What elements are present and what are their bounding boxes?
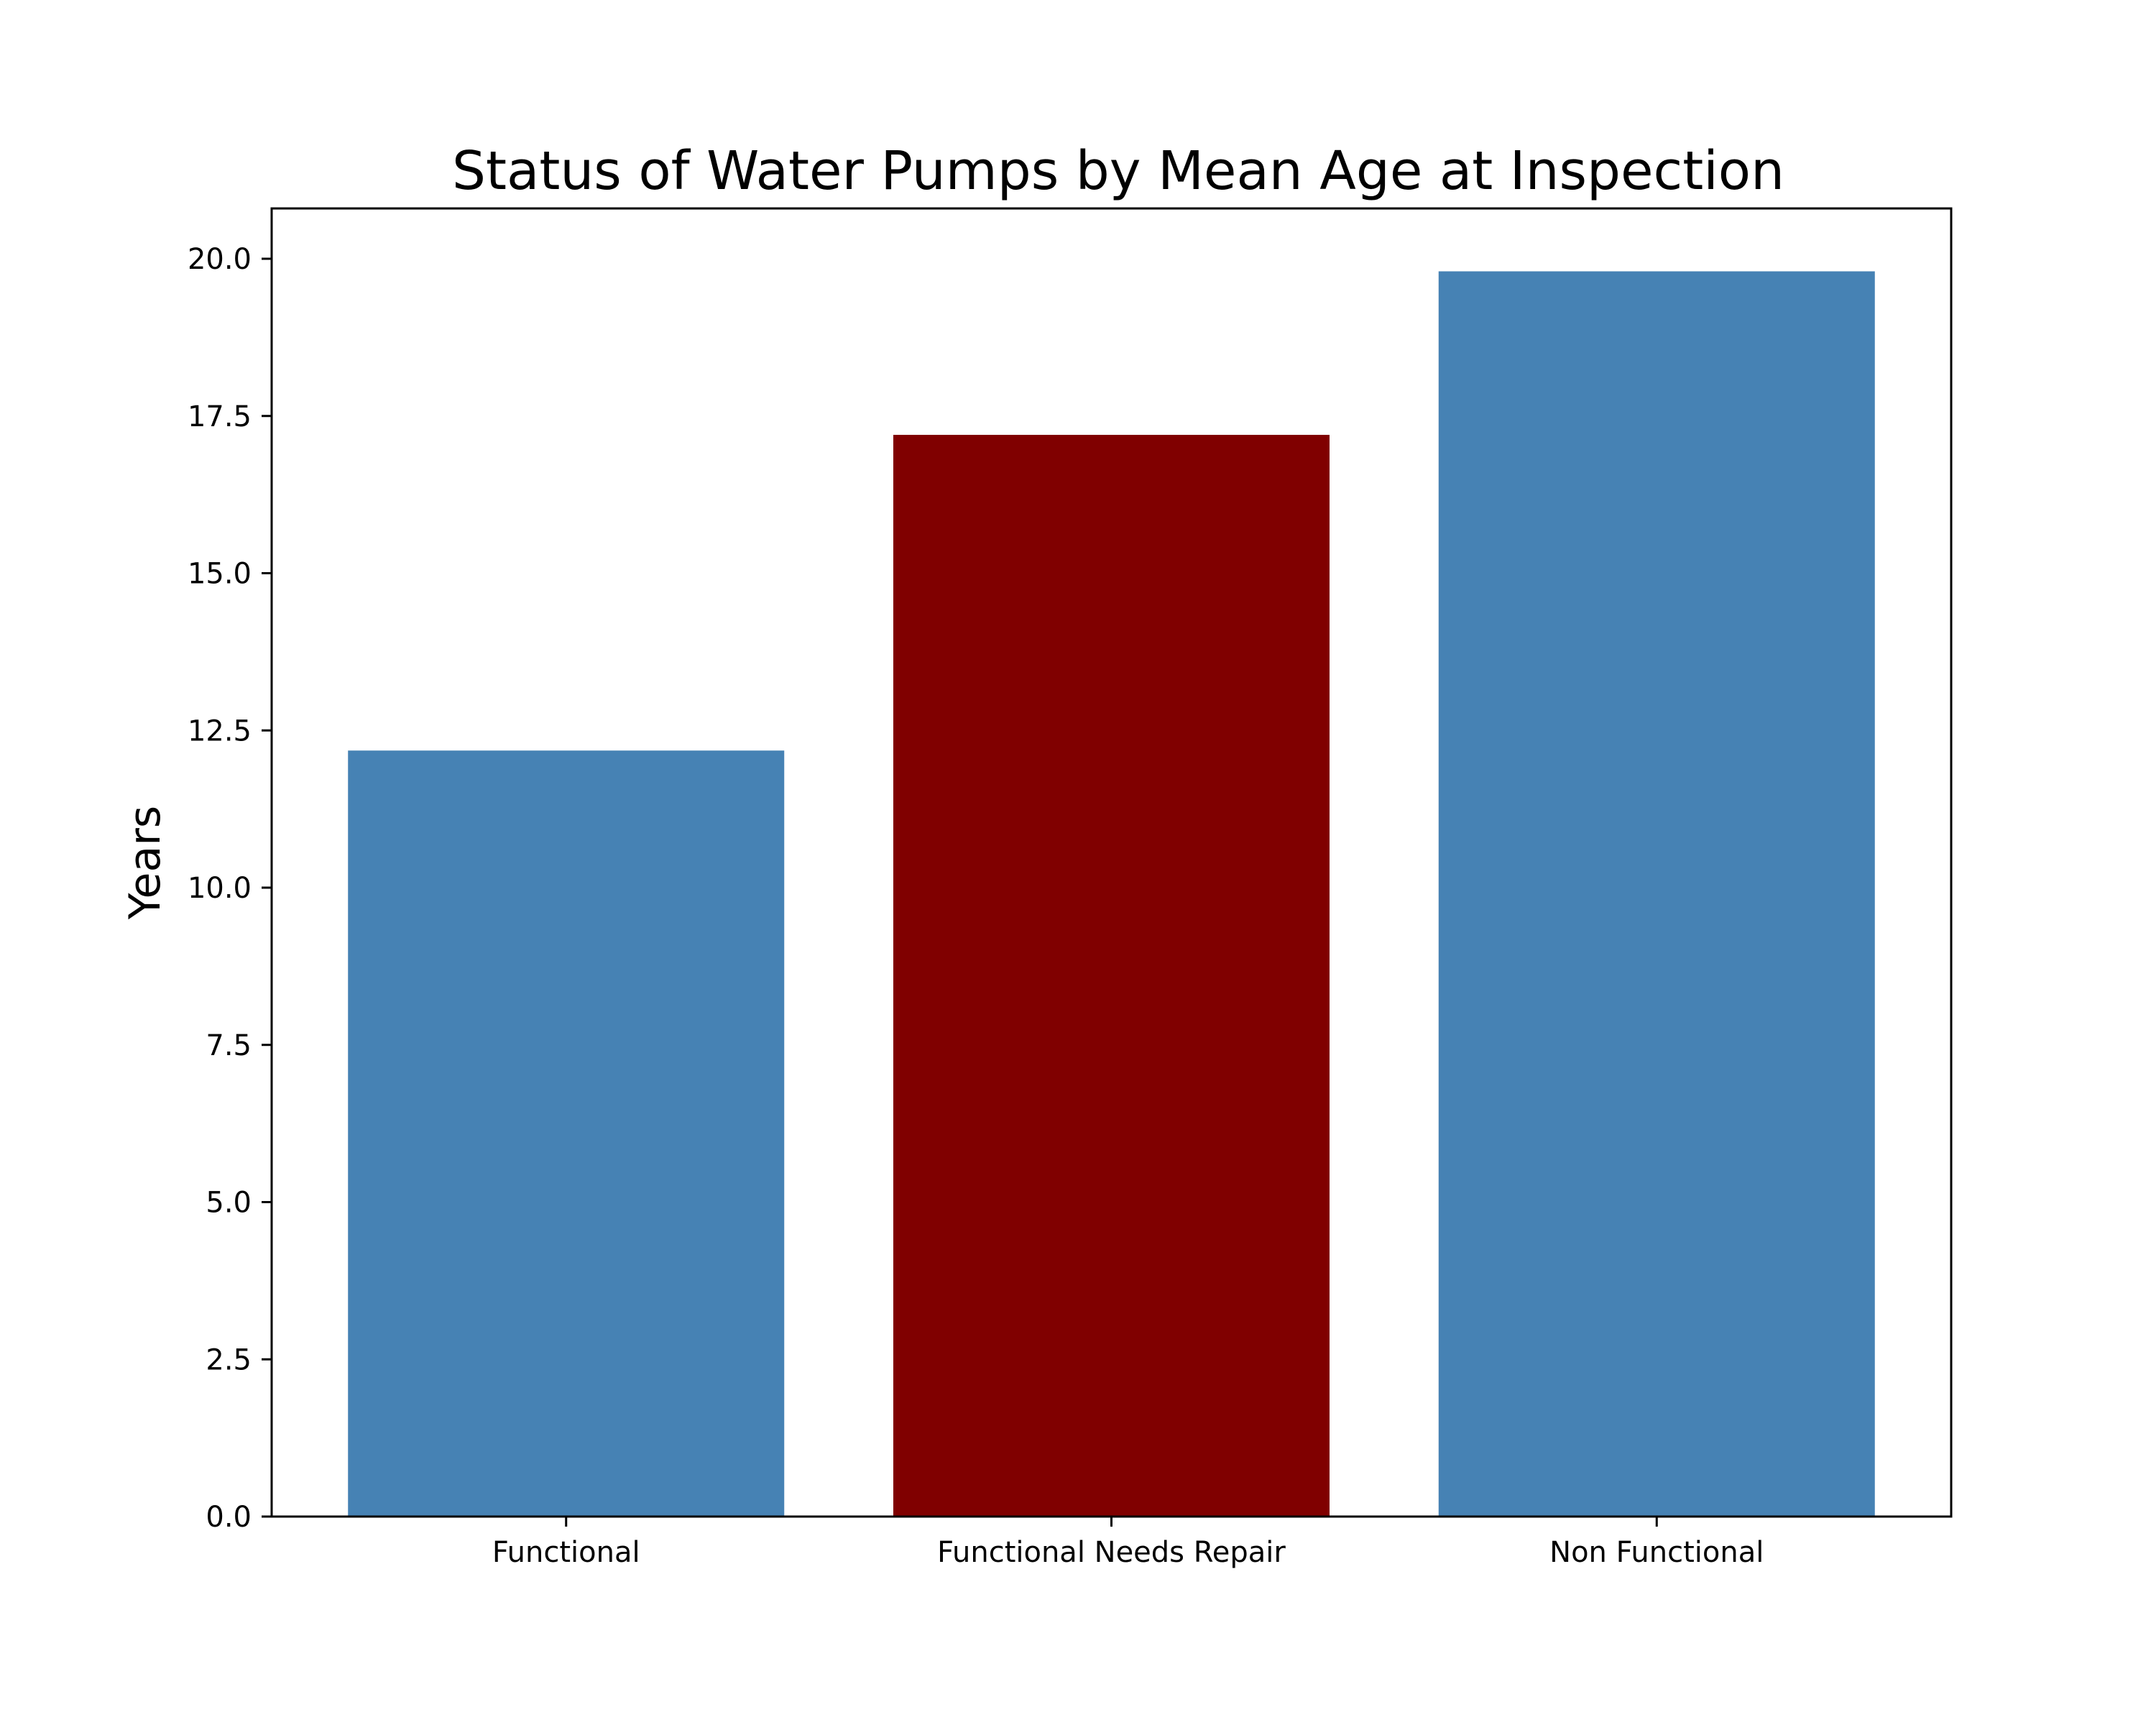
bars-group: [348, 271, 1875, 1517]
x-tick-label: Functional: [492, 1536, 640, 1569]
bar-functional: [348, 750, 785, 1517]
y-tick-label: 5.0: [206, 1187, 252, 1220]
plot-area-frame: [270, 207, 1953, 1518]
bar-functional-needs-repair: [893, 435, 1330, 1517]
bar-non-functional: [1438, 271, 1875, 1517]
x-tick-label: Functional Needs Repair: [937, 1536, 1286, 1569]
y-tick-label: 20.0: [188, 243, 252, 276]
y-tick-label: 12.5: [188, 714, 252, 748]
y-tick-label: 2.5: [206, 1343, 252, 1376]
x-axis-ticks: Functional Functional Needs Repair Non Fun…: [492, 1517, 1764, 1569]
y-axis-label: Years: [120, 806, 170, 920]
x-tick-label: Non Functional: [1549, 1536, 1764, 1569]
y-tick-label: 0.0: [206, 1501, 252, 1534]
chart-title: Status of Water Pumps by Mean Age at Ins…: [452, 140, 1784, 202]
y-tick-label: 17.5: [188, 400, 252, 433]
y-axis-ticks: 0.0 2.5 5.0 7.5 10.0 12.5 15.0 17.5 20.0: [188, 243, 272, 1534]
y-tick-label: 10.0: [188, 872, 252, 905]
y-tick-label: 15.0: [188, 558, 252, 591]
y-tick-label: 7.5: [206, 1029, 252, 1062]
